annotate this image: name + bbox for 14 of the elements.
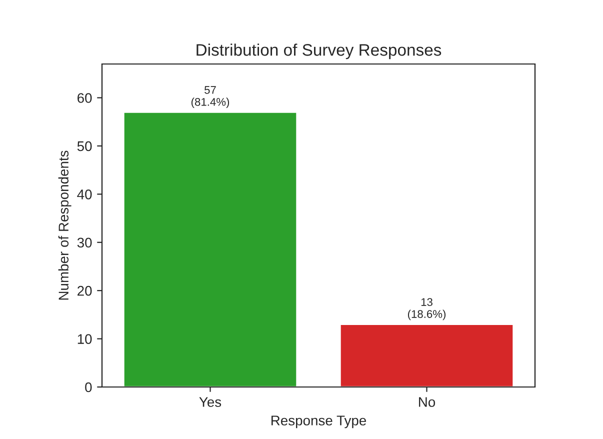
y-tick-label: 60 — [78, 93, 92, 103]
y-tick-label: 40 — [77, 190, 92, 200]
y-axis-title: Number of Respondents — [58, 150, 72, 300]
x-tick-label: No — [419, 397, 436, 407]
y-tick-label: 30 — [77, 238, 92, 248]
chart-title: Distribution of Survey Responses — [196, 44, 442, 60]
y-tick-label: 20 — [78, 286, 92, 296]
y-tick-label: 10 — [78, 334, 92, 344]
y-tick-label: 0 — [85, 382, 92, 392]
data-label: 57 (81.4%) — [191, 86, 230, 108]
y-tick-label: 50 — [77, 141, 92, 152]
data-label: 13 (18.6%) — [408, 298, 446, 320]
x-tick-label: Yes — [199, 397, 222, 407]
x-axis-title: Response Type — [272, 416, 366, 428]
